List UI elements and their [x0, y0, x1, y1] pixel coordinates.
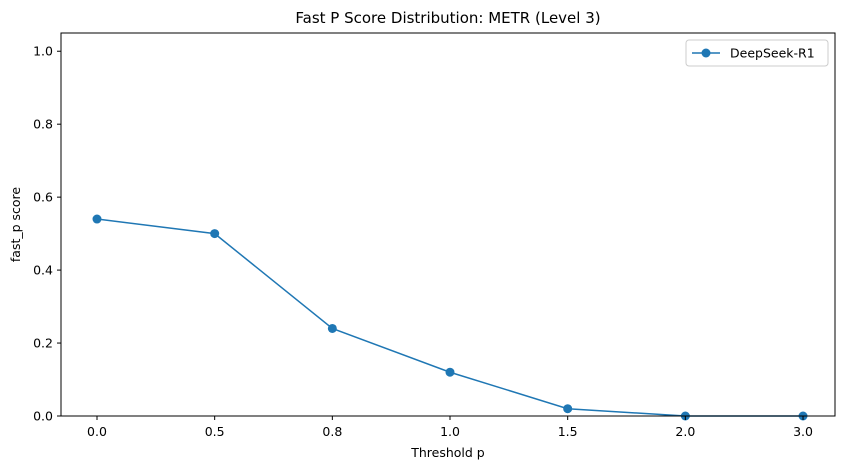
y-tick-label: 0.0 — [33, 409, 53, 424]
x-tick-label: 1.5 — [558, 424, 578, 439]
y-tick-label: 0.6 — [33, 190, 53, 205]
plot-frame — [60, 32, 836, 417]
data-point — [563, 404, 573, 414]
x-axis-ticks: 0.0 0.5 0.8 1.0 1.5 2.0 3.0 — [87, 416, 813, 439]
data-point — [445, 367, 455, 377]
chart-title: Fast P Score Distribution: METR (Level 3… — [295, 9, 600, 27]
x-tick-label: 0.8 — [322, 424, 342, 439]
series-line — [96, 218, 804, 417]
data-point — [327, 323, 337, 333]
legend-box — [685, 39, 829, 67]
y-tick-label: 0.2 — [33, 336, 53, 351]
y-axis-ticks: 0.0 0.2 0.4 0.6 0.8 1.0 — [33, 44, 61, 424]
x-tick-label: 3.0 — [793, 424, 813, 439]
legend-series-marker — [701, 48, 711, 58]
legend-entry-label: DeepSeek-R1 — [730, 46, 815, 61]
y-tick-label: 0.4 — [33, 263, 53, 278]
x-tick-label: 0.0 — [87, 424, 107, 439]
x-tick-label: 1.0 — [440, 424, 460, 439]
y-tick-label: 1.0 — [33, 44, 53, 59]
legend: DeepSeek-R1 — [685, 39, 829, 67]
data-point — [210, 229, 220, 239]
data-point — [92, 214, 102, 224]
y-axis-label: fast_p score — [8, 187, 23, 263]
x-tick-label: 2.0 — [675, 424, 695, 439]
x-axis-label: Threshold p — [410, 445, 485, 460]
y-tick-label: 0.8 — [33, 117, 53, 132]
x-tick-label: 0.5 — [205, 424, 225, 439]
plot-area — [92, 214, 808, 421]
